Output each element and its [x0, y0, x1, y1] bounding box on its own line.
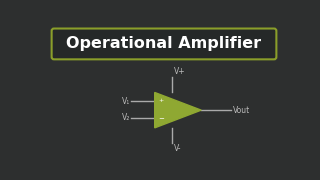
Text: V₂: V₂: [122, 113, 130, 122]
Text: −: −: [159, 116, 164, 122]
FancyBboxPatch shape: [52, 28, 276, 59]
Text: Vout: Vout: [233, 106, 250, 115]
Text: V-: V-: [174, 144, 181, 153]
Text: V+: V+: [174, 67, 186, 76]
Text: V₁: V₁: [122, 97, 130, 106]
Text: +: +: [159, 98, 164, 103]
Polygon shape: [155, 93, 201, 128]
Text: Operational Amplifier: Operational Amplifier: [67, 36, 261, 51]
